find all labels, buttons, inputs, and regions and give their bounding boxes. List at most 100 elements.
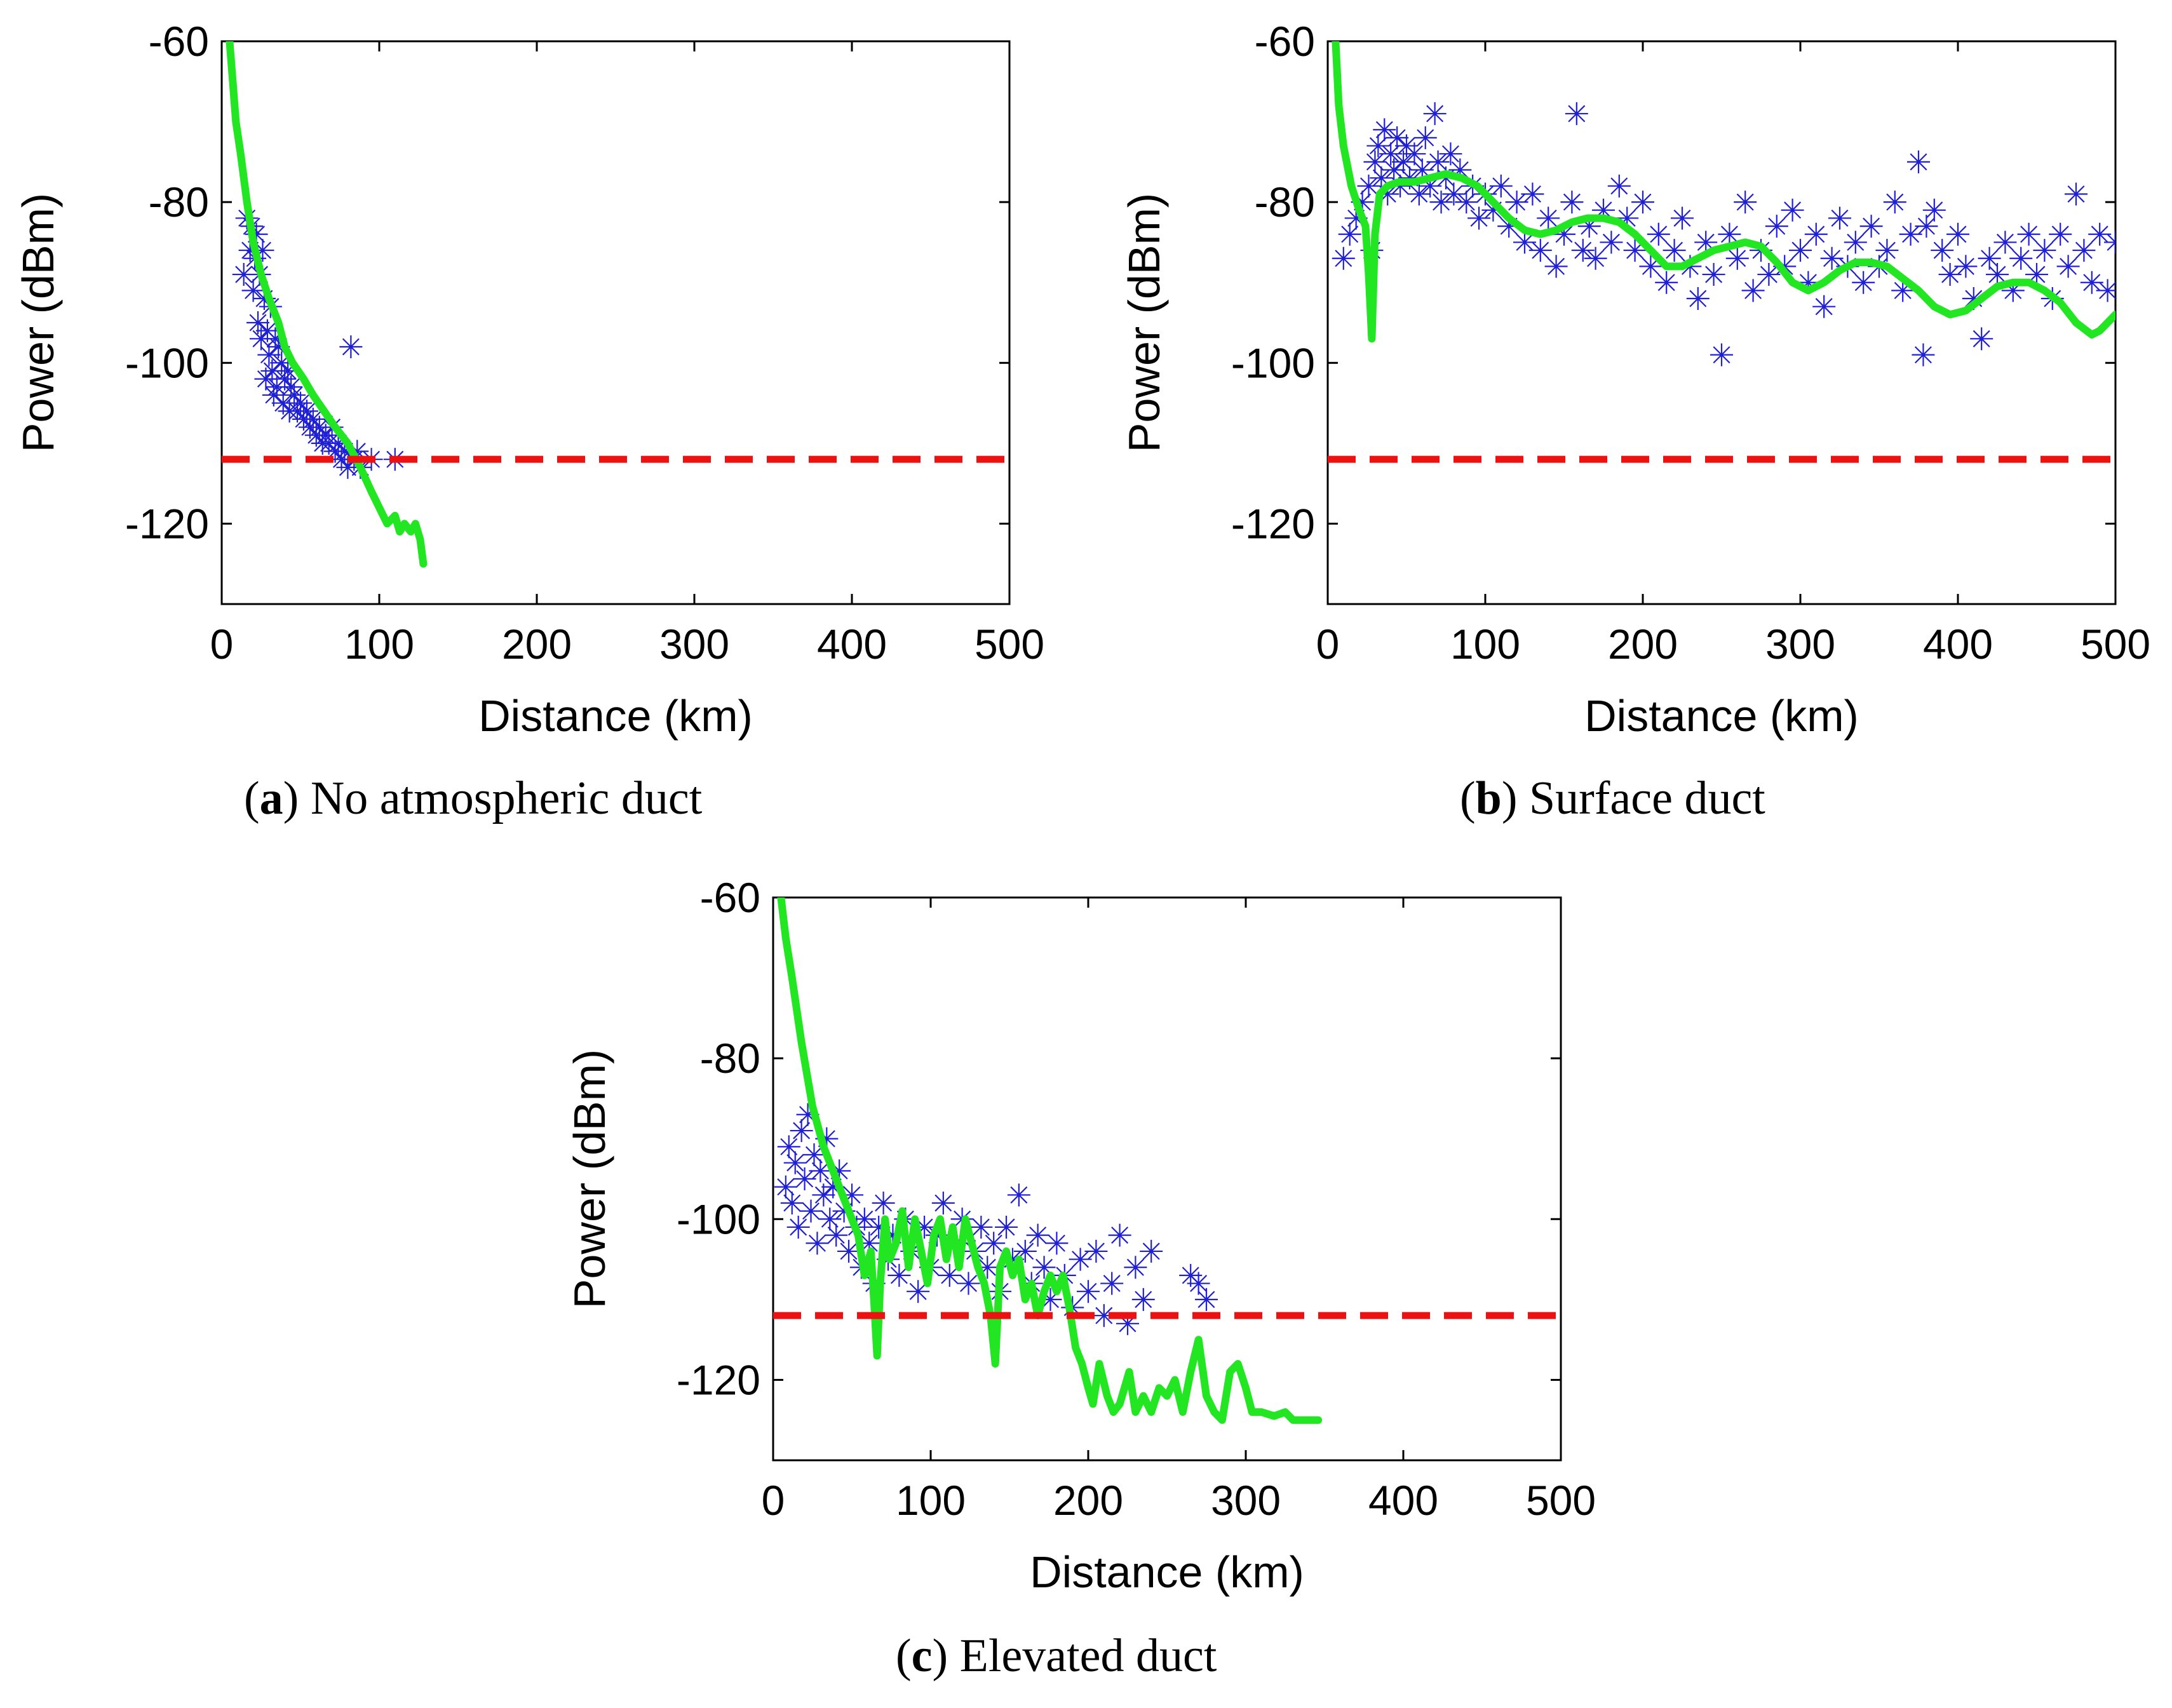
x-tick-label: 100 — [1450, 621, 1520, 668]
data-point — [232, 263, 255, 286]
data-point — [1382, 158, 1406, 182]
data-point — [1663, 239, 1686, 262]
data-point — [333, 440, 356, 463]
data-point — [1084, 1239, 1108, 1263]
data-point — [1513, 231, 1536, 254]
plot-frame — [220, 40, 1011, 605]
data-point — [793, 1167, 816, 1190]
data-point — [2080, 271, 2103, 294]
x-tick-label: 200 — [502, 621, 572, 668]
data-point — [1978, 246, 2001, 270]
data-point — [872, 1191, 895, 1214]
data-point — [246, 311, 270, 334]
data-point — [1560, 191, 1584, 214]
data-point — [780, 1191, 804, 1214]
data-point — [887, 1263, 911, 1287]
data-point — [1986, 263, 2009, 286]
data-point — [774, 1175, 797, 1199]
y-tick-label: -60 — [1255, 18, 1315, 65]
data-point — [283, 383, 306, 407]
y-tick-label: -80 — [149, 178, 209, 225]
data-point — [1467, 206, 1491, 230]
data-point — [806, 1232, 829, 1255]
data-point — [1357, 174, 1380, 198]
data-point — [818, 1207, 842, 1231]
data-point — [1376, 182, 1400, 206]
x-axis-label: Distance (km) — [478, 691, 753, 741]
data-point — [1577, 215, 1601, 238]
caption-c-letter: c — [911, 1630, 933, 1682]
caption-a-letter: a — [259, 772, 283, 824]
data-point — [1403, 142, 1426, 166]
data-point — [1915, 215, 1938, 238]
x-tick-label: 0 — [210, 621, 234, 668]
data-point — [1124, 1256, 1147, 1279]
data-point — [1344, 206, 1368, 230]
data-point — [1434, 166, 1457, 190]
data-point — [1077, 1280, 1100, 1303]
data-point — [1565, 102, 1588, 125]
data-point — [1351, 191, 1374, 214]
y-tick-label: -120 — [1231, 500, 1315, 547]
data-point — [1686, 287, 1710, 311]
series-model-line — [226, 41, 428, 568]
data-point — [1844, 231, 1867, 254]
data-point — [1389, 174, 1412, 198]
data-point — [1912, 343, 1935, 366]
data-point — [327, 431, 350, 455]
data-point — [913, 1215, 936, 1239]
data-point — [1859, 215, 1883, 238]
data-point — [1131, 1288, 1155, 1311]
data-point — [2025, 263, 2048, 286]
data-point — [858, 1232, 881, 1255]
data-point — [1671, 206, 1694, 230]
data-point — [260, 359, 284, 382]
data-point — [969, 1215, 993, 1239]
data-point — [1410, 158, 1434, 182]
data-point — [1429, 191, 1453, 214]
x-tick-label: 300 — [1211, 1477, 1281, 1524]
data-point — [1592, 198, 1615, 222]
data-point — [264, 327, 287, 351]
data-point — [2072, 239, 2096, 262]
x-axis-label: Distance (km) — [1030, 1547, 1304, 1597]
data-point — [1116, 1312, 1139, 1335]
data-point — [1647, 222, 1670, 246]
data-point — [1797, 271, 1820, 294]
data-point — [1694, 231, 1718, 254]
data-point — [1338, 222, 1361, 246]
data-point — [1993, 231, 2017, 254]
data-point — [1195, 1288, 1218, 1311]
y-tick-label: -60 — [700, 874, 760, 921]
data-point — [1001, 1247, 1024, 1271]
data-point — [2056, 255, 2080, 278]
data-point — [1553, 222, 1575, 246]
data-point — [339, 335, 363, 358]
data-point — [1899, 222, 1922, 246]
data-point — [1332, 246, 1355, 270]
data-point — [995, 1215, 1018, 1239]
data-point — [1366, 134, 1390, 158]
data-point — [828, 1159, 851, 1183]
data-point — [1140, 1239, 1163, 1263]
data-point — [1398, 166, 1421, 190]
data-point — [821, 1175, 845, 1199]
data-point — [982, 1232, 1006, 1255]
chart-a: 0 100 200 300 400 500 -60 -80 -100 -120 Distance (… — [13, 18, 1044, 741]
data-point — [825, 1223, 848, 1247]
data-point — [262, 383, 285, 407]
caption-b-letter: b — [1475, 772, 1502, 824]
y-tick-label: -80 — [700, 1035, 760, 1082]
data-point — [1812, 295, 1836, 318]
data-point — [2009, 246, 2033, 270]
x-tick-label: 500 — [2081, 621, 2150, 668]
data-point — [1423, 102, 1447, 125]
data-point — [938, 1263, 961, 1287]
y-axis-label: Power (dBm) — [1119, 193, 1169, 452]
data-point — [1489, 174, 1513, 198]
data-point — [1600, 231, 1623, 254]
data-point — [1426, 150, 1450, 173]
data-point — [1962, 287, 1985, 311]
data-point — [254, 367, 278, 391]
data-point — [1938, 263, 1962, 286]
